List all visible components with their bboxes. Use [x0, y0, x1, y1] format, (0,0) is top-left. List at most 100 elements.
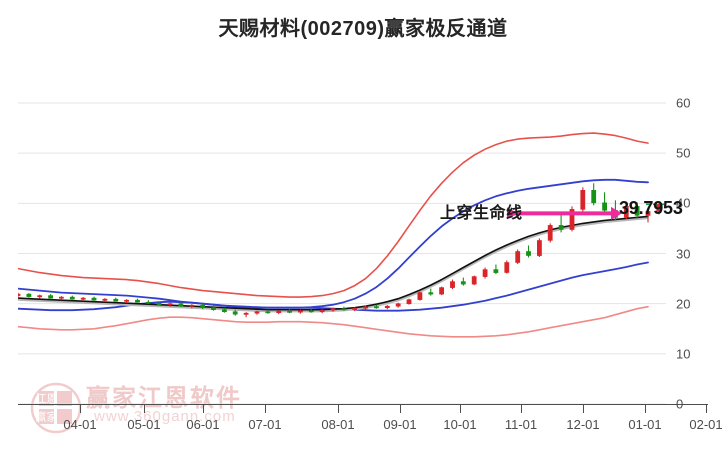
candle-body: [243, 312, 249, 315]
candle-body: [200, 304, 206, 308]
candle-body: [222, 309, 227, 312]
x-axis-tick: [338, 404, 339, 413]
page-title: 天赐材料(002709)赢家极反通道: [218, 18, 508, 40]
candle-body: [602, 202, 607, 211]
channel-line: [18, 178, 649, 309]
x-axis-tick-label: 05-01: [127, 417, 161, 432]
cross-lifeline-arrow-head-start: [507, 207, 518, 220]
last-price-label: 39.7953: [619, 198, 683, 218]
y-axis-tick-label: 30: [676, 246, 691, 261]
x-axis-tick-label: 12-01: [566, 417, 600, 432]
x-axis-tick-label: 11-01: [504, 417, 538, 432]
y-axis-tick-label: 20: [676, 296, 691, 312]
channel-line: [18, 132, 649, 298]
candle-body: [167, 303, 173, 306]
candle-body: [58, 296, 64, 299]
candle-body: [439, 287, 444, 295]
candle-body: [178, 303, 184, 307]
candle-body: [69, 296, 75, 300]
candle-body: [276, 310, 282, 313]
chart-svg: [18, 102, 666, 405]
candle-body: [352, 307, 358, 310]
y-axis-tick-label: 60: [676, 95, 691, 111]
candle-body: [26, 293, 32, 297]
candle-body: [91, 297, 97, 301]
candle-body: [580, 190, 586, 210]
candle-body: [493, 269, 499, 273]
candle-body: [428, 292, 434, 295]
channel-line: [18, 305, 649, 338]
candle-body: [135, 299, 140, 303]
x-axis-tick: [706, 404, 707, 413]
candle-body: [189, 304, 195, 307]
candle-body: [547, 225, 553, 241]
y-axis-tick-label: 40: [676, 195, 691, 211]
x-axis-tick: [203, 404, 204, 413]
candle-body: [156, 302, 162, 305]
price-chart-canvas: [18, 95, 666, 410]
candle-body: [645, 211, 651, 216]
candle-body: [471, 276, 477, 285]
y-axis-tick-label: 10: [676, 346, 691, 362]
candle-body: [591, 190, 597, 204]
x-axis-tick-label: 09-01: [383, 417, 417, 432]
x-axis-line: [18, 404, 708, 405]
x-axis-tick-label: 01-01: [628, 417, 662, 432]
candle-body: [341, 308, 347, 311]
x-axis-tick: [645, 404, 646, 413]
candle-body: [384, 305, 390, 308]
x-axis-tick-label: 04-01: [63, 417, 97, 432]
candle-body: [308, 310, 314, 313]
x-axis-tick: [144, 404, 145, 413]
x-axis-tick: [521, 404, 522, 413]
candle-body: [656, 204, 662, 212]
candle-body: [515, 251, 521, 263]
candle-body: [254, 311, 260, 314]
candle-body: [558, 225, 564, 230]
candle-body: [526, 251, 531, 256]
candle-body: [634, 206, 640, 216]
candle-body: [145, 301, 151, 304]
candle-body: [406, 299, 412, 304]
x-axis-tick-label: 10-01: [443, 417, 477, 432]
x-axis-tick-label: 06-01: [186, 417, 220, 432]
x-axis-tick-label: 02-01: [689, 417, 723, 432]
x-axis-tick: [400, 404, 401, 413]
y-axis-tick-label: 50: [676, 145, 691, 161]
candle-body: [450, 281, 455, 288]
candle-body: [536, 240, 542, 256]
candle-body: [460, 281, 466, 285]
candle-body: [623, 206, 629, 218]
cross-lifeline-arrow-head: [611, 206, 622, 220]
candle-body: [297, 310, 303, 313]
candle-body: [319, 309, 325, 312]
candle-body: [18, 293, 21, 296]
y-axis: 0102030405060: [666, 0, 726, 450]
x-axis-tick: [460, 404, 461, 413]
candle-body: [211, 307, 216, 310]
candle-body: [48, 295, 53, 299]
candle-body: [265, 311, 271, 314]
cross-lifeline-annotation: 上穿生命线: [440, 205, 523, 222]
candle-body: [482, 269, 488, 277]
x-axis-tick-label: 08-01: [321, 417, 355, 432]
x-axis-tick: [265, 404, 266, 413]
candle-body: [232, 311, 238, 315]
candle-body: [569, 209, 575, 230]
candle-body: [330, 308, 336, 311]
candle-body: [37, 295, 43, 298]
candle-body: [363, 306, 368, 309]
x-axis-tick: [80, 404, 81, 413]
x-axis-tick: [583, 404, 584, 413]
candle-body: [80, 297, 86, 300]
candle-body: [504, 262, 510, 273]
x-axis-tick-label: 07-01: [248, 417, 282, 432]
candle-body: [113, 298, 119, 302]
candle-body: [102, 298, 108, 301]
candle-body: [124, 299, 129, 302]
candle-body: [395, 303, 401, 307]
candle-body: [417, 292, 423, 300]
candle-body: [373, 306, 379, 309]
